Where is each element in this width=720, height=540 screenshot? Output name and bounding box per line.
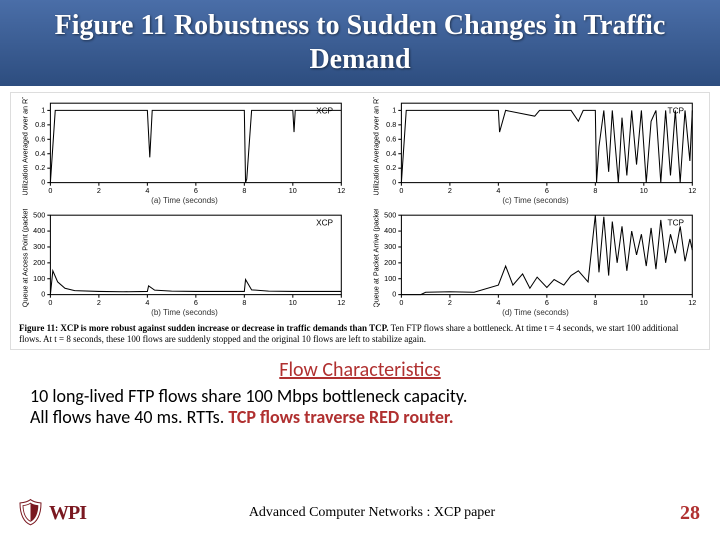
svg-text:6: 6 [194,186,198,195]
svg-text:2: 2 [448,298,452,307]
svg-text:8: 8 [593,298,597,307]
svg-text:6: 6 [194,298,198,307]
body-line-2: All flows have 40 ms. RTTs. TCP flows tr… [30,407,690,429]
svg-text:0.4: 0.4 [35,149,45,158]
svg-text:500: 500 [33,210,45,219]
svg-text:8: 8 [593,186,597,195]
figure-panel: 02468101200.20.40.60.81Utilization Avera… [10,92,710,350]
svg-text:0: 0 [399,298,403,307]
svg-text:0.6: 0.6 [35,134,45,143]
chart-panel-b: 0 2 4 6 8 10 12 0 100 200 300 400 500Queue at Access… [19,209,350,317]
svg-text:6: 6 [545,298,549,307]
svg-text:Queue at Access Point (packets: Queue at Access Point (packets) [21,209,30,307]
svg-text:100: 100 [384,274,396,283]
chart-panel-d: 0 2 4 6 8 10 12 0 100 200 300 400 500Queue at Packet… [370,209,701,317]
svg-text:Utilization Averaged over an R: Utilization Averaged over an RTT [21,97,30,195]
svg-text:0: 0 [399,186,403,195]
xlabel-a: (a) Time (seconds) [19,196,350,205]
svg-text:12: 12 [688,298,696,307]
flow-characteristics-header: Flow Characteristics [30,358,690,382]
svg-text:4: 4 [145,186,149,195]
svg-text:400: 400 [33,226,45,235]
svg-text:1: 1 [392,105,396,114]
svg-text:4: 4 [496,298,500,307]
svg-text:2: 2 [448,186,452,195]
svg-text:10: 10 [289,298,297,307]
svg-text:12: 12 [337,186,345,195]
xlabel-b: (b) Time (seconds) [19,308,350,317]
svg-text:6: 6 [545,186,549,195]
svg-text:0: 0 [392,290,396,299]
footer-center-text: Advanced Computer Networks : XCP paper [84,505,660,521]
svg-text:300: 300 [33,242,45,251]
svg-text:12: 12 [337,298,345,307]
chart-panel-a: 0 2 4 6 8 10 12 0 0.2 0.4 0.6 0.8 1 Utilization Avera… [19,97,350,205]
svg-text:4: 4 [496,186,500,195]
svg-text:8: 8 [242,186,246,195]
svg-text:10: 10 [640,186,648,195]
title-bar: Figure 11 Robustness to Sudden Changes i… [0,0,720,86]
svg-text:0: 0 [392,178,396,187]
svg-text:0.8: 0.8 [386,120,396,129]
svg-text:1: 1 [41,105,45,114]
xlabel-c: (c) Time (seconds) [370,196,701,205]
svg-text:0.4: 0.4 [386,149,396,158]
shield-icon: 🛡 [14,498,47,528]
svg-text:2: 2 [97,298,101,307]
text-block: Flow Characteristics 10 long-lived FTP f… [30,358,690,429]
svg-text:XCP: XCP [316,107,333,116]
svg-text:Queue at Packet Arrive (packet: Queue at Packet Arrive (packets) [372,209,381,307]
body-line-1: 10 long-lived FTP flows share 100 Mbps b… [30,386,690,408]
slide-footer: 🛡 WPI Advanced Computer Networks : XCP p… [0,492,720,534]
svg-text:8: 8 [242,298,246,307]
svg-text:10: 10 [640,298,648,307]
svg-text:0.6: 0.6 [386,134,396,143]
xlabel-d: (d) Time (seconds) [370,308,701,317]
body-line-2b: TCP flows traverse RED router. [228,406,453,428]
svg-text:100: 100 [33,274,45,283]
svg-text:0.2: 0.2 [386,163,396,172]
svg-text:0.2: 0.2 [35,163,45,172]
figure-caption: Figure 11: XCP is more robust against su… [19,323,701,345]
logo-text: WPI [49,502,86,525]
svg-text:2: 2 [97,186,101,195]
svg-text:0: 0 [48,298,52,307]
svg-text:300: 300 [384,242,396,251]
charts-grid: 02468101200.20.40.60.81Utilization Avera… [19,97,701,317]
wpi-logo: 🛡 WPI [14,498,84,528]
svg-text:0: 0 [41,178,45,187]
chart-panel-c: 0 2 4 6 8 10 12 0 0.2 0.4 0.6 0.8 1 Utilization Avera… [370,97,701,205]
svg-text:10: 10 [289,186,297,195]
svg-text:200: 200 [384,258,396,267]
slide-number: 28 [660,502,720,525]
svg-text:500: 500 [384,210,396,219]
svg-text:0: 0 [48,186,52,195]
body-line-2a: All flows have 40 ms. RTTs. [30,406,228,428]
svg-text:400: 400 [384,226,396,235]
slide-title: Figure 11 Robustness to Sudden Changes i… [20,9,700,76]
svg-text:XCP: XCP [316,219,333,228]
svg-text:Utilization Averaged over an R: Utilization Averaged over an RTT [372,97,381,195]
caption-head: Figure 11: XCP is more robust against su… [19,323,389,333]
svg-text:TCP: TCP [668,219,685,228]
svg-text:TCP: TCP [668,107,685,116]
svg-text:200: 200 [33,258,45,267]
svg-text:4: 4 [145,298,149,307]
svg-text:0.8: 0.8 [35,120,45,129]
svg-text:0: 0 [41,290,45,299]
svg-text:12: 12 [688,186,696,195]
